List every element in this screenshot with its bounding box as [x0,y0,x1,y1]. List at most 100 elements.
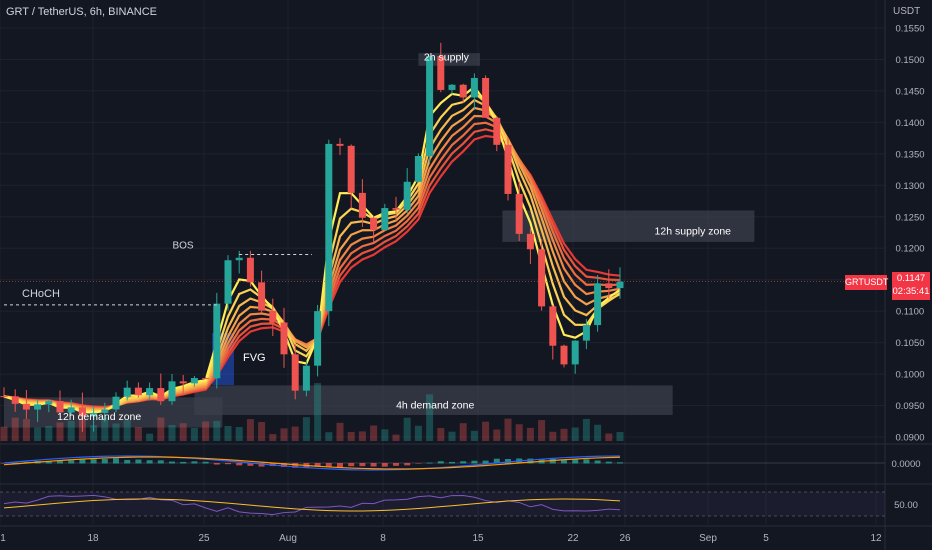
time-tick-label: 22 [567,533,579,544]
volume-bar [213,420,221,441]
volume-bar [470,430,478,441]
macd-histogram-bar [561,460,567,464]
macd-histogram-bar [169,461,175,464]
candle-body [202,378,210,380]
price-tick-label: 0.1000 [895,370,924,381]
price-tick-label: 0.1450 [895,86,924,97]
volume-bar [358,431,366,441]
candle-body [448,84,456,90]
macd-histogram-bar [527,458,534,464]
candle-body [526,233,534,250]
candle-body [493,117,501,145]
currency-label: USDT [893,6,921,17]
ribbon-line [3,106,621,411]
candle-body [67,407,75,413]
candle-body [235,257,243,261]
macd-histogram-bar [370,463,377,467]
volume-bar [45,426,53,441]
volume-bar [582,418,590,441]
candle-body [157,388,165,402]
macd-histogram-bar [449,461,455,464]
candle-body [291,354,299,391]
price-tick-label: 0.1200 [895,244,924,255]
bos-label: BOS [172,241,193,252]
macd-histogram-bar [135,459,142,464]
candle-body [616,281,624,289]
candle-body [134,387,142,396]
time-tick-label: 25 [198,533,210,544]
macd-histogram-bar [258,463,265,467]
candle-body [605,283,613,289]
volume-bar [448,431,456,441]
candle-body [78,407,86,417]
volume-bar [202,421,210,441]
candle-body [392,208,400,210]
volume-bar [168,425,176,441]
ribbon-line [3,85,621,414]
candle-body [549,306,557,346]
ribbon-line [3,91,621,413]
time-tick-label: 12 [870,533,882,544]
price-tick-label: 0.1300 [895,181,924,192]
macd-histogram-bar [415,463,422,464]
macd-histogram-bar [191,461,198,464]
macd-histogram-bar [594,460,601,464]
macd-histogram-bar [393,463,399,466]
last-price-value: 0.1147 [896,273,926,284]
volume-bar [224,425,232,441]
candle-body [179,381,187,384]
macd-histogram-bar [236,463,243,466]
volume-bar [34,427,42,441]
macd-histogram-bar [381,463,388,467]
macd-histogram-bar [404,463,411,466]
rsi-ma-line [3,498,621,512]
zone-4h-demand [194,385,673,415]
volume-bar [594,424,602,441]
volume-bar [246,419,254,441]
volume-bar [235,427,243,441]
candle-body [571,340,579,365]
volume-bar [437,427,445,441]
volume-bar [134,427,142,441]
ribbon-line [3,114,621,410]
macd-histogram-bar [292,463,299,468]
volume-bar [403,417,411,441]
volume-bar [616,432,624,441]
volume-bar [123,420,131,441]
volume-bar [157,417,165,441]
time-tick-label: Aug [279,533,297,544]
macd-histogram-bar [90,459,97,464]
price-tick-label: 0.1550 [895,24,924,35]
price-tick-label: 0.1250 [895,212,924,223]
volume-bar [392,434,400,441]
candle-body [280,322,288,355]
candle-body [403,181,411,210]
macd-histogram-bar [146,460,153,464]
ribbon-line [3,121,621,410]
macd-histogram-bar [348,463,355,467]
candle-body [381,208,389,231]
volume-bar [347,431,355,441]
volume-bar [538,420,546,441]
macd-histogram-bar [79,458,86,464]
price-tick-label: 0.1350 [895,149,924,160]
volume-bar [11,417,19,441]
volume-bar [325,432,333,441]
macd-histogram-bar [460,461,467,464]
candle-body [358,192,366,218]
macd-histogram-bar [617,462,623,464]
time-tick-label: 18 [87,533,99,544]
candle-body [336,143,344,146]
candle-body [347,145,355,193]
volume-bar [549,431,557,441]
candle-body [538,249,546,307]
time-tick-label: 5 [763,533,769,544]
zone-2h-supply-label: 2h supply [424,51,470,63]
volume-bar [269,434,277,441]
candle-body [594,283,602,326]
bar-countdown: 02:35:41 [892,286,930,297]
volume-bar [336,422,344,441]
volume-bar [90,425,98,441]
price-tick-label: 0.1050 [895,338,924,349]
